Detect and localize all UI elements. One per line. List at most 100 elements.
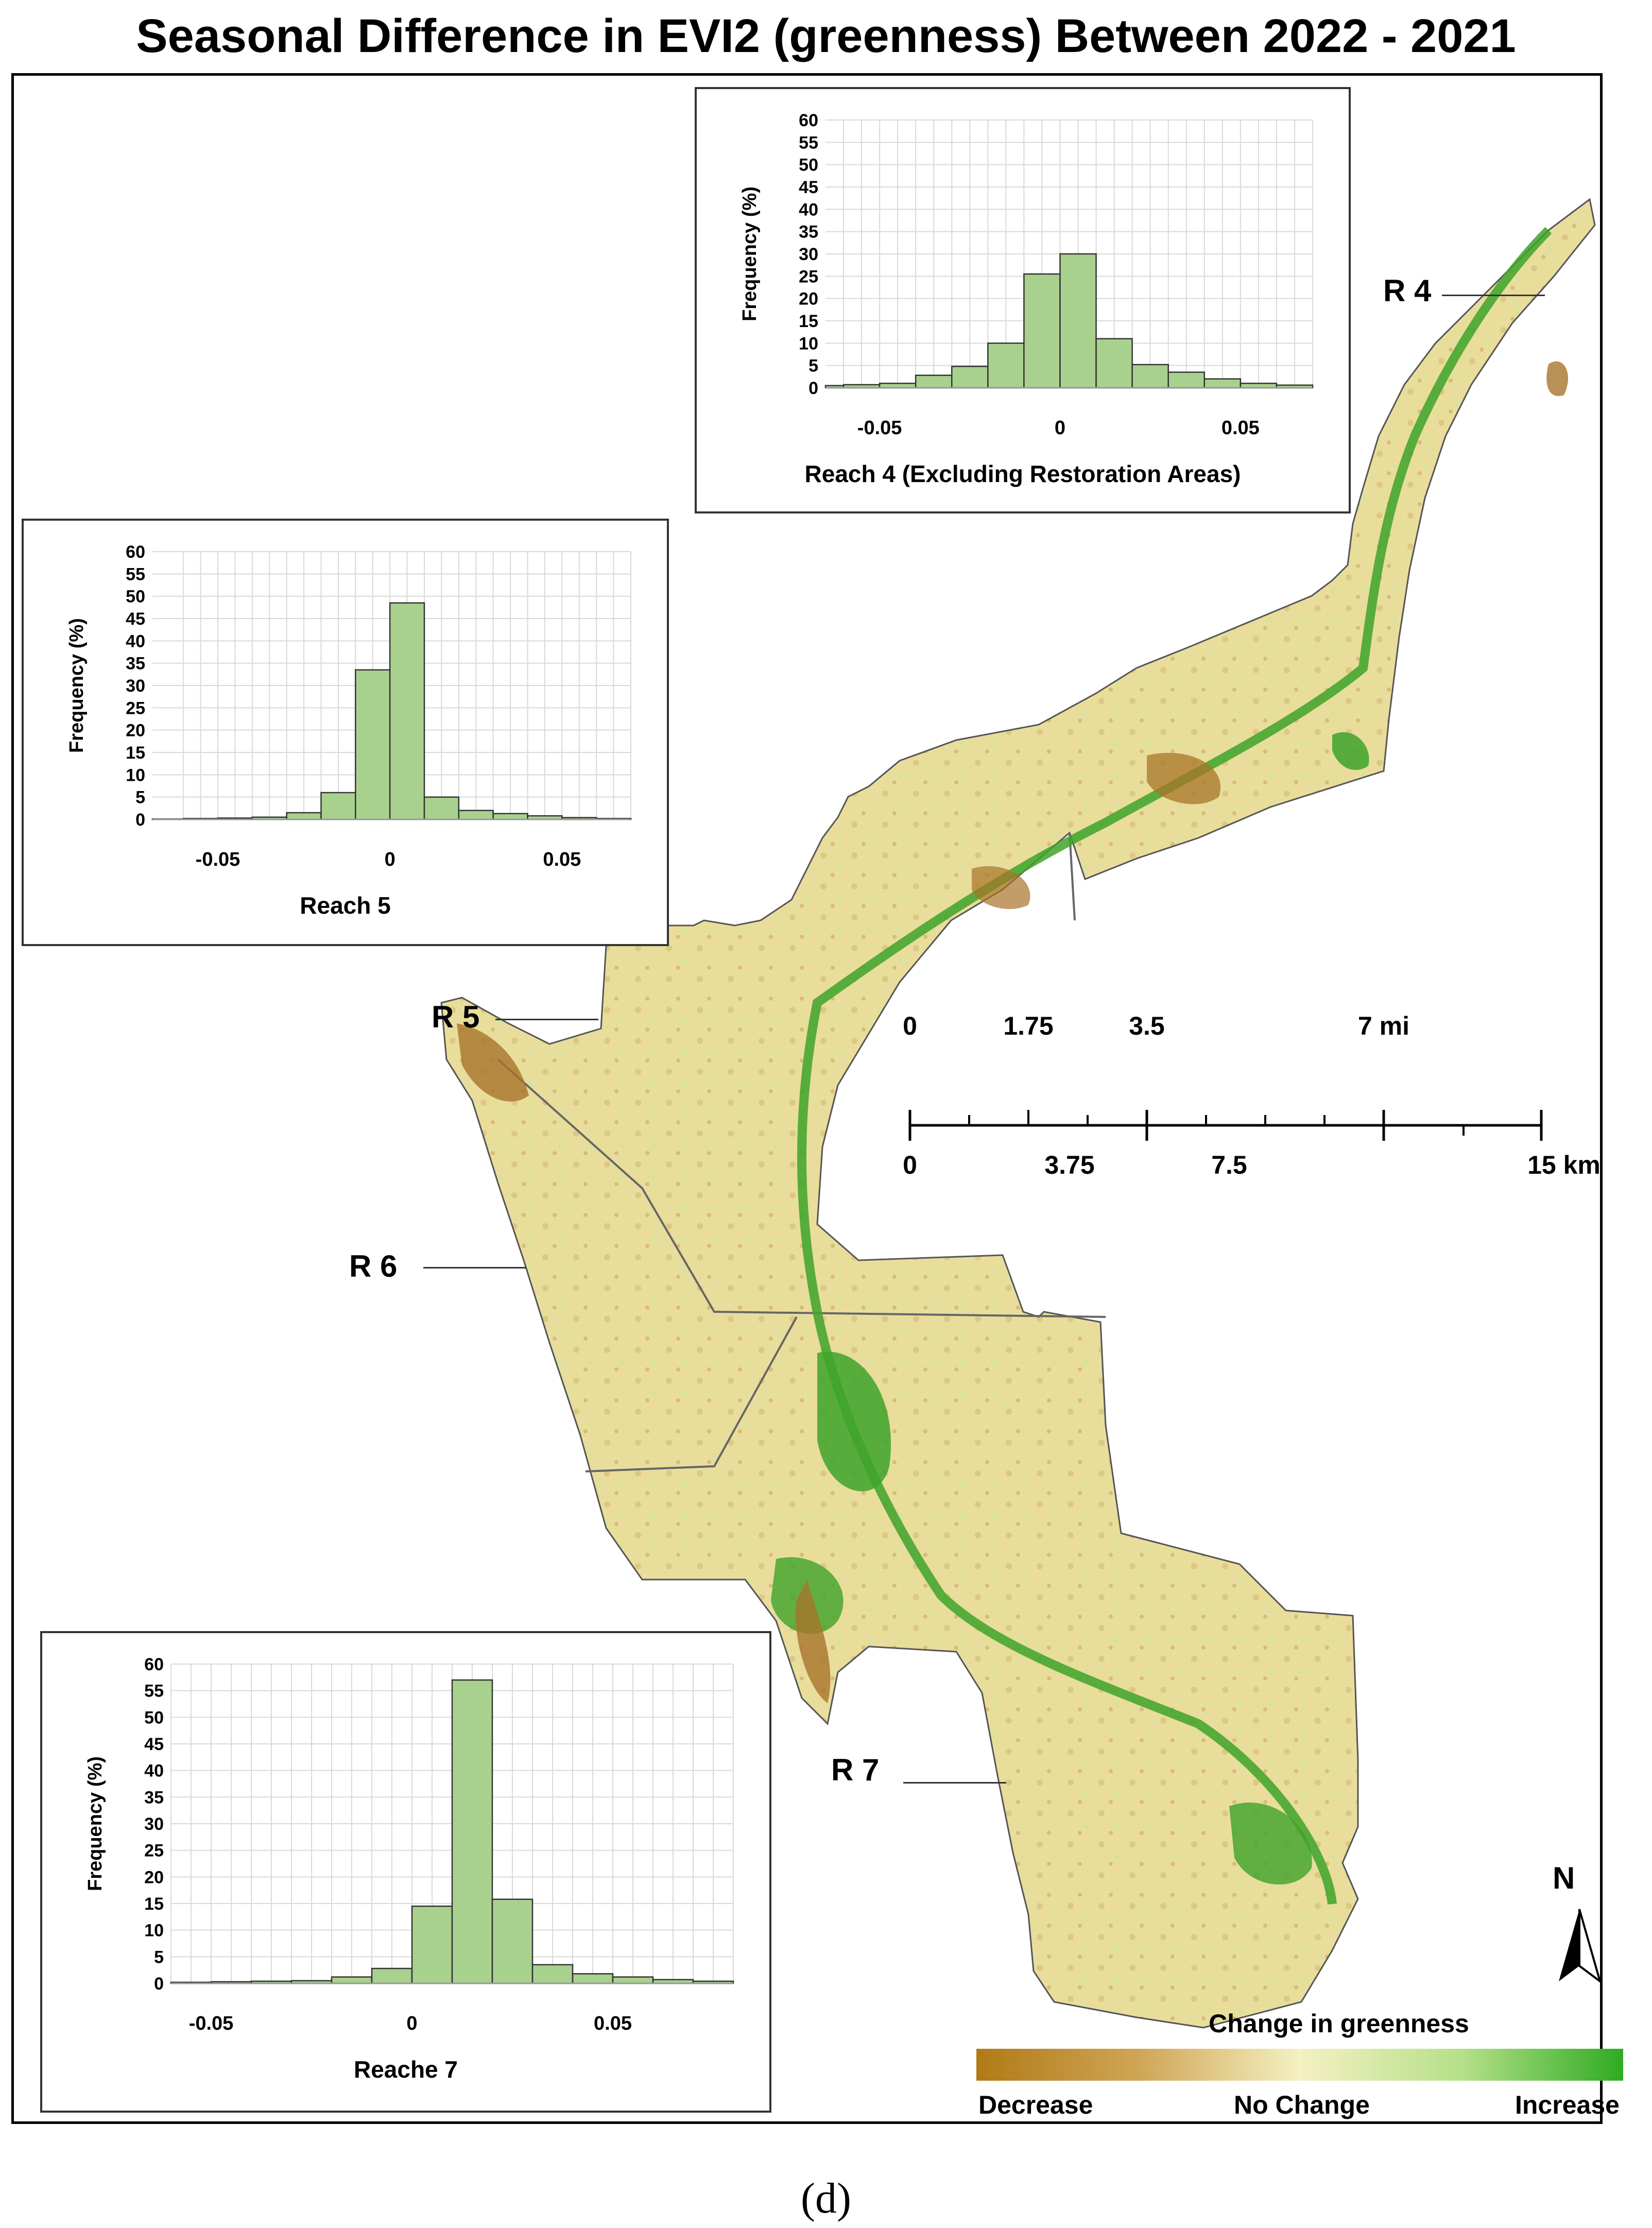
histogram-bar: [1095, 338, 1133, 389]
leader-line-r4: [1442, 295, 1545, 296]
study-area-map: 0 1.75 3.5 7 mi 0 3.75 7.5 15 km: [440, 198, 1600, 2029]
legend-label-decrease: Decrease: [978, 2090, 1093, 2119]
green-patch: [817, 1351, 891, 1492]
leader-line-r5: [495, 1019, 598, 1020]
panel-label: (d): [801, 2174, 851, 2222]
reach-boundary-r6-r7: [585, 1316, 798, 1472]
y-axis-label: Frequency (%): [84, 1756, 106, 1891]
y-tick-label: 20: [799, 289, 818, 309]
histogram-title: Reache 7: [353, 2056, 458, 2083]
y-tick-label: 60: [799, 111, 818, 130]
y-tick-label: 50: [799, 156, 818, 175]
reach-label-r6: R 6: [349, 1249, 398, 1283]
histogram-bar: [492, 813, 528, 820]
y-tick-label: 0: [154, 1974, 164, 1994]
reach-label-r7: R 7: [831, 1753, 880, 1787]
histogram-bar: [987, 342, 1025, 389]
y-tick-label: 45: [799, 178, 818, 197]
histogram-bar: [1059, 253, 1097, 389]
histogram-bar: [389, 602, 425, 820]
y-tick-label: 25: [144, 1841, 164, 1861]
y-tick-label: 30: [799, 245, 818, 264]
green-riparian-corridor: [797, 227, 1552, 1905]
x-tick-label: 0: [385, 849, 395, 870]
scale-km-label-2: 7.5: [1211, 1151, 1247, 1179]
histogram-bar: [458, 810, 494, 820]
x-tick-label: 0.05: [1221, 417, 1260, 439]
leader-line-r6: [423, 1267, 526, 1269]
north-label: N: [1553, 1861, 1575, 1895]
x-tick-label: -0.05: [196, 849, 240, 870]
legend-label-increase: Increase: [1515, 2090, 1620, 2119]
scale-km-label-3: 15 km: [1527, 1151, 1600, 1179]
y-tick-label: 10: [126, 765, 145, 785]
y-tick-label: 10: [799, 334, 818, 353]
y-tick-label: 25: [799, 267, 818, 286]
histogram-bar: [951, 366, 989, 389]
histogram-bar: [612, 1976, 654, 1984]
brown-patch: [1546, 361, 1569, 396]
histogram-bar: [915, 374, 953, 389]
histogram-inset-reach-5: 0 5 10 15 20 25 30 35 40 45 50 55 60 -0.05 0 0.05 Freque…: [22, 519, 669, 946]
y-tick-label: 55: [144, 1682, 164, 1701]
histogram-bar: [1167, 371, 1206, 389]
histogram-bar: [1203, 378, 1242, 389]
legend-label-no-change: No Change: [1234, 2090, 1370, 2119]
leader-line-r7: [903, 1782, 1006, 1784]
histogram-bar: [411, 1905, 453, 1984]
y-tick-label: 15: [799, 312, 818, 331]
histogram-bar: [491, 1898, 534, 1984]
brown-patch: [457, 1023, 529, 1102]
y-tick-label: 5: [135, 788, 145, 808]
y-tick-label: 35: [144, 1788, 164, 1807]
y-tick-label: 60: [126, 542, 145, 562]
y-tick-label: 50: [144, 1708, 164, 1727]
scale-bar: 0 1.75 3.5 7 mi 0 3.75 7.5 15 km: [903, 1012, 1600, 1179]
y-tick-label: 35: [126, 654, 145, 674]
x-tick-label: 0.05: [543, 849, 581, 870]
x-tick-label: -0.05: [857, 417, 902, 439]
x-tick-label: 0.05: [594, 2013, 632, 2034]
reach-label-r4: R 4: [1383, 273, 1432, 308]
page-title: Seasonal Difference in EVI2 (greenness) …: [136, 10, 1516, 62]
y-tick-label: 40: [126, 631, 145, 651]
histogram-inset-reach-4: 0 5 10 15 20 25 30 35 40 45 50 55 60 -0.05 0 0.05 Freque…: [695, 87, 1351, 513]
y-tick-label: 0: [808, 379, 818, 398]
scale-mi-label-1: 1.75: [1003, 1012, 1053, 1040]
y-axis-label: Frequency (%): [66, 618, 88, 753]
histogram-bar: [355, 669, 391, 820]
scale-mi-label-0: 0: [903, 1012, 917, 1040]
y-tick-label: 5: [154, 1947, 164, 1967]
scale-km-label-0: 0: [903, 1151, 917, 1179]
brown-patch: [796, 1580, 831, 1703]
histogram-bar: [423, 796, 460, 820]
green-patch: [1332, 732, 1369, 770]
histogram-bar: [320, 792, 356, 820]
y-tick-label: 25: [126, 698, 145, 718]
y-tick-label: 10: [144, 1921, 164, 1941]
reach-boundary-r4-r5: [1069, 832, 1076, 921]
histogram-title: Reach 4 (Excluding Restoration Areas): [804, 460, 1241, 487]
y-tick-label: 50: [126, 587, 145, 607]
brown-patch: [1147, 752, 1221, 804]
x-tick-label: -0.05: [189, 2013, 234, 2034]
map-frame: 0 1.75 3.5 7 mi 0 3.75 7.5 15 km 0 5 10 15 2…: [11, 73, 1603, 2124]
y-tick-label: 20: [126, 721, 145, 741]
x-tick-label: 0: [406, 2013, 417, 2034]
y-tick-label: 0: [135, 810, 145, 830]
y-tick-label: 55: [126, 564, 145, 584]
north-arrow-icon: [1559, 1909, 1600, 1983]
y-tick-label: 40: [799, 200, 818, 219]
histogram-bar: [1131, 364, 1169, 389]
y-tick-label: 55: [799, 133, 818, 152]
legend-color-ramp: [976, 2049, 1623, 2081]
brown-patch: [972, 866, 1030, 910]
histogram-bar: [572, 1973, 614, 1984]
histogram-bar: [451, 1679, 493, 1984]
y-tick-label: 20: [144, 1867, 164, 1887]
x-tick-label: 0: [1055, 417, 1065, 439]
reach-boundary-r5-r6: [497, 1058, 1106, 1318]
